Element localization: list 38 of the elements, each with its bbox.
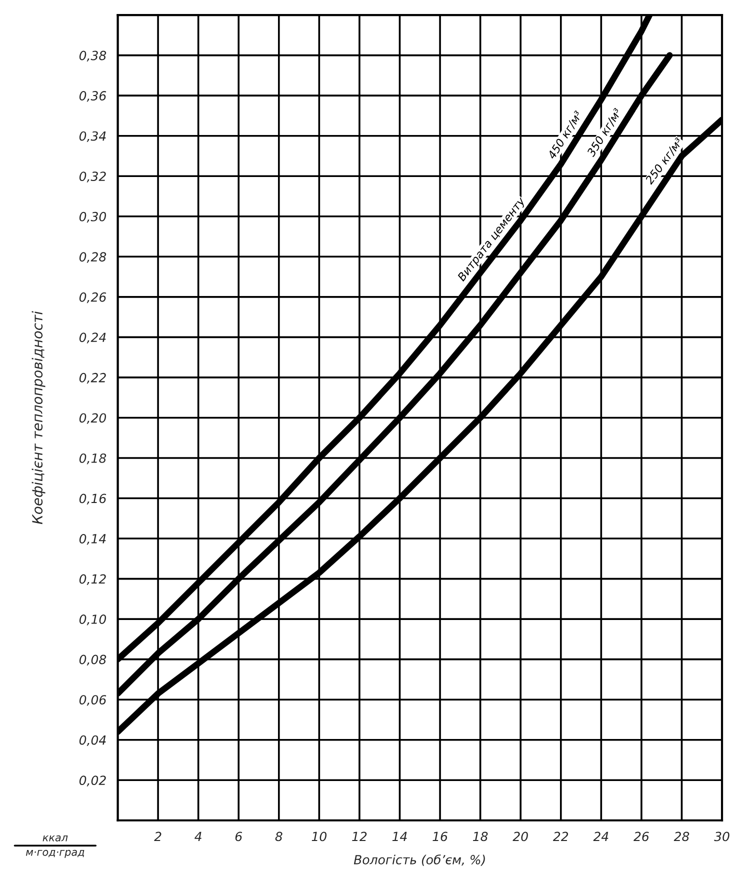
y-tick-label: 0,10 [79,614,106,626]
y-tick-label: 0,14 [79,534,106,545]
x-tick-label: 22 [552,832,568,842]
x-tick-label: 10 [312,832,327,842]
x-axis-title: Вологість (об’єм, %) [354,854,485,866]
y-tick-label: 0,18 [79,453,106,464]
y-tick-label: 0,12 [79,574,106,585]
y-axis-title: Коефіцієнт теплопровідності [32,311,46,524]
x-tick-label: 2 [154,832,162,842]
x-tick-label: 12 [352,832,367,842]
y-tick-label: 0,06 [79,695,106,706]
y-tick-label: 0,30 [79,212,106,223]
y-tick-label: 0,08 [79,654,106,666]
y-tick-label: 0,02 [79,776,106,786]
x-tick-label: 16 [432,832,448,842]
y-tick-label: 0,38 [79,50,106,62]
x-tick-label: 8 [275,832,282,842]
text: ккал [42,835,68,842]
x-tick-label: 30 [714,832,730,842]
y-tick-label: 0,34 [79,131,106,142]
y-tick-label: 0,28 [79,252,106,263]
x-tick-label: 28 [674,832,690,842]
y-tick-label: 0,04 [79,735,106,746]
x-tick-label: 20 [512,832,528,842]
x-tick-label: 14 [392,832,407,842]
y-tick-label: 0,24 [79,332,106,344]
x-tick-label: 6 [235,832,242,842]
y-tick-label: 0,20 [79,413,106,424]
x-tick-label: 24 [593,832,608,842]
x-tick-label: 26 [634,832,649,842]
text: м·год·град [26,850,84,858]
y-tick-label: 0,26 [79,292,106,304]
x-tick-label: 18 [472,832,488,842]
x-tick-label: 4 [194,832,202,842]
y-tick-label: 0,32 [79,172,106,182]
y-tick-label: 0,36 [79,91,106,102]
y-tick-label: 0,16 [79,494,106,504]
y-tick-label: 0,22 [79,372,106,384]
